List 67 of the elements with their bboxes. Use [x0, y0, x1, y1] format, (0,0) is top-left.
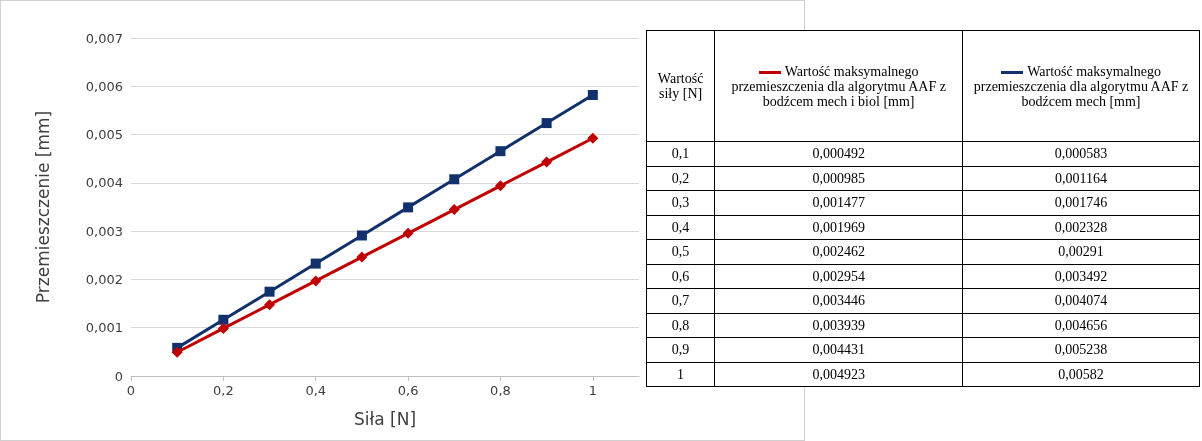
text: 0,3: [646, 190, 715, 215]
text: 0,005238: [962, 337, 1200, 362]
y-tick-label: 0,004: [85, 175, 123, 191]
legend-label: Wartość maksymalnego przemieszczenia dla algorytmu AAF z bodźcem mech [mm]: [973, 63, 1189, 109]
text: 0,6: [646, 264, 715, 289]
text: 0,7: [646, 288, 715, 313]
point: [448, 204, 460, 216]
text: 0,003446: [714, 288, 963, 313]
point: [541, 118, 552, 129]
text: 0,003492: [962, 264, 1200, 289]
text: 0,002328: [962, 215, 1200, 240]
text: 0,001746: [962, 190, 1200, 215]
point: [587, 89, 598, 100]
x-tick-label: 0,2: [213, 383, 234, 398]
point: [356, 251, 368, 263]
text: 0,003939: [714, 313, 963, 338]
x-tick-label: 0,4: [305, 383, 327, 398]
legend-label: Wartość maksymalnego przemieszczenia dla algorytmu AAF z bodźcem mech i biol [mm]: [731, 63, 946, 109]
point: [264, 299, 276, 311]
text: 0,000492: [714, 141, 963, 166]
text: 0,1: [646, 141, 715, 166]
y-tick-label: 0,007: [85, 30, 123, 46]
text: 0,000583: [962, 141, 1200, 166]
point: [402, 227, 414, 239]
text: 0,002954: [714, 264, 963, 289]
point: [218, 314, 229, 325]
y-axis-title: Przemieszczenie [mm]: [32, 110, 53, 304]
point: [495, 146, 506, 157]
point: [217, 322, 229, 334]
point: [264, 286, 275, 297]
y-tick-label: 0,005: [85, 127, 123, 143]
text: 0,001969: [714, 215, 963, 240]
text: 0,001164: [962, 166, 1200, 191]
text: 0,004656: [962, 313, 1200, 338]
x-tick-label: 0,8: [490, 383, 511, 398]
text: 0,5: [646, 239, 715, 264]
text: 0,4: [646, 215, 715, 240]
x-tick-label: 1: [588, 383, 597, 398]
text: Wartość siły [N]: [646, 30, 715, 142]
point: [310, 275, 322, 287]
y-tick-label: 0,001: [85, 320, 123, 336]
point: [310, 258, 321, 269]
y-tick-label: 0,006: [85, 78, 123, 94]
text: 0,004074: [962, 288, 1200, 313]
text: 0,004431: [714, 337, 963, 362]
y-tick-label: 0,003: [85, 223, 123, 239]
text: 0,004923: [714, 362, 963, 387]
y-tick-label: 0: [114, 368, 123, 384]
x-axis-title: Siła [N]: [353, 408, 417, 429]
point: [587, 132, 599, 144]
point: [494, 180, 506, 192]
point: [403, 202, 414, 213]
text: 0,00291: [962, 239, 1200, 264]
point: [356, 230, 367, 241]
x-tick-label: 0,6: [397, 383, 419, 398]
text: 0,000985: [714, 166, 963, 191]
point: [171, 346, 183, 358]
x-tick-label: 0: [126, 383, 136, 398]
point: [541, 156, 553, 168]
y-tick-label: 0,002: [85, 271, 123, 287]
point: [449, 174, 460, 185]
text: 0,00582: [962, 362, 1200, 387]
text: 0,9: [646, 337, 715, 362]
text: 0,002462: [714, 239, 963, 264]
text: 0,8: [646, 313, 715, 338]
text: 0,001477: [714, 190, 963, 215]
text: 0,2: [646, 166, 715, 191]
